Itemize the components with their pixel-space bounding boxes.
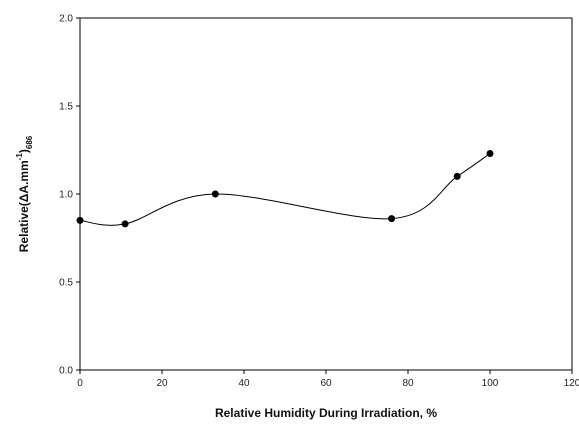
data-point bbox=[486, 150, 494, 158]
x-axis: 0 20 40 60 80 100 120 bbox=[77, 370, 579, 389]
y-axis-title-subscript: 686 bbox=[25, 135, 34, 149]
data-point bbox=[388, 215, 396, 223]
data-point bbox=[453, 172, 461, 180]
data-point bbox=[121, 220, 129, 228]
y-tick-label: 0.0 bbox=[59, 366, 73, 377]
x-tick-label: 40 bbox=[238, 378, 250, 389]
y-tick-label: 2.0 bbox=[59, 14, 73, 25]
y-axis-title-superscript: -1 bbox=[15, 153, 24, 161]
plot-frame bbox=[79, 17, 573, 371]
x-tick-label: 0 bbox=[77, 378, 83, 389]
x-tick-label: 120 bbox=[564, 378, 579, 389]
x-tick-label: 20 bbox=[156, 378, 168, 389]
data-point bbox=[76, 216, 84, 224]
data-markers bbox=[76, 150, 494, 228]
y-axis-title: Relative(ΔA.mm-1)686 bbox=[15, 135, 34, 252]
y-axis-title-main: Relative(ΔA.mm bbox=[17, 160, 31, 252]
x-axis-title: Relative Humidity During Irradiation, % bbox=[215, 406, 437, 420]
x-tick-label: 80 bbox=[402, 378, 414, 389]
y-axis: 0.0 0.5 1.0 1.5 2.0 bbox=[59, 14, 80, 377]
x-tick-label: 60 bbox=[320, 378, 332, 389]
y-axis-title-close: ) bbox=[17, 149, 31, 153]
y-tick-label: 1.5 bbox=[59, 102, 73, 113]
y-tick-label: 0.5 bbox=[59, 278, 73, 289]
x-tick-label: 100 bbox=[482, 378, 499, 389]
data-point bbox=[211, 190, 219, 198]
y-tick-label: 1.0 bbox=[59, 190, 73, 201]
fit-curve bbox=[79, 153, 491, 226]
